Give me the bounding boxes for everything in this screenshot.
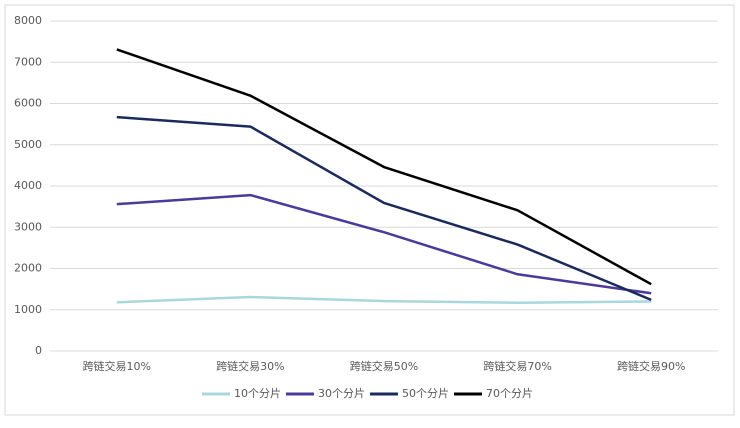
y-tick-label: 2000 xyxy=(14,262,42,275)
series-line xyxy=(116,48,652,286)
y-tick-label: 4000 xyxy=(14,179,42,192)
y-tick-label: 3000 xyxy=(14,220,42,233)
legend-label: 10个分片 xyxy=(234,387,281,400)
y-tick-label: 8000 xyxy=(14,14,42,27)
legend-label: 30个分片 xyxy=(318,387,365,400)
y-tick-label: 6000 xyxy=(14,97,42,110)
legend-label: 70个分片 xyxy=(486,387,533,400)
x-tick-label: 跨链交易50% xyxy=(350,359,418,373)
y-tick-label: 1000 xyxy=(14,303,42,316)
y-tick-label: 7000 xyxy=(14,55,42,68)
series-line xyxy=(116,115,652,302)
chart-border xyxy=(4,4,735,416)
y-tick-label: 5000 xyxy=(14,138,42,151)
series-line xyxy=(116,193,652,295)
x-tick-label: 跨链交易30% xyxy=(216,359,284,373)
legend-label: 50个分片 xyxy=(402,387,449,400)
x-tick-label: 跨链交易70% xyxy=(483,359,551,373)
x-tick-label: 跨链交易90% xyxy=(617,359,685,373)
series-line xyxy=(116,295,652,304)
y-tick-label: 0 xyxy=(35,344,42,357)
x-tick-label: 跨链交易10% xyxy=(83,359,151,373)
